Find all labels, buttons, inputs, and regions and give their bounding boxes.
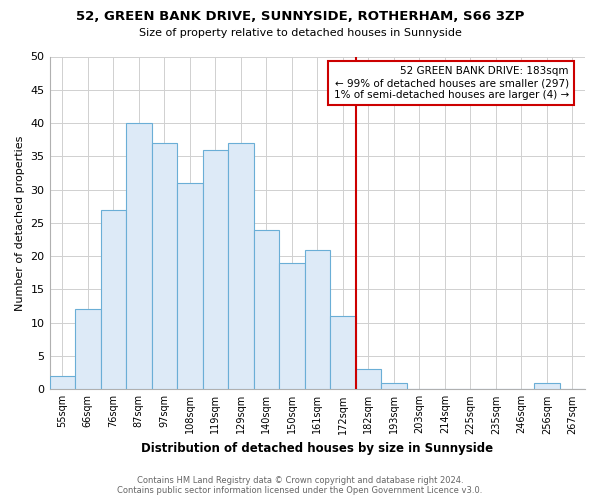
Bar bbox=[50, 376, 75, 390]
Bar bbox=[330, 316, 356, 390]
Text: Size of property relative to detached houses in Sunnyside: Size of property relative to detached ho… bbox=[139, 28, 461, 38]
Bar bbox=[279, 263, 305, 390]
Bar bbox=[152, 143, 177, 390]
Text: 52 GREEN BANK DRIVE: 183sqm
← 99% of detached houses are smaller (297)
1% of sem: 52 GREEN BANK DRIVE: 183sqm ← 99% of det… bbox=[334, 66, 569, 100]
Y-axis label: Number of detached properties: Number of detached properties bbox=[15, 135, 25, 310]
Bar bbox=[305, 250, 330, 390]
Text: 52, GREEN BANK DRIVE, SUNNYSIDE, ROTHERHAM, S66 3ZP: 52, GREEN BANK DRIVE, SUNNYSIDE, ROTHERH… bbox=[76, 10, 524, 23]
Bar bbox=[126, 123, 152, 390]
X-axis label: Distribution of detached houses by size in Sunnyside: Distribution of detached houses by size … bbox=[141, 442, 493, 455]
Bar bbox=[534, 382, 560, 390]
Text: Contains HM Land Registry data © Crown copyright and database right 2024.
Contai: Contains HM Land Registry data © Crown c… bbox=[118, 476, 482, 495]
Bar bbox=[228, 143, 254, 390]
Bar bbox=[254, 230, 279, 390]
Bar bbox=[101, 210, 126, 390]
Bar bbox=[381, 382, 407, 390]
Bar bbox=[203, 150, 228, 390]
Bar bbox=[356, 370, 381, 390]
Bar bbox=[75, 310, 101, 390]
Bar bbox=[177, 183, 203, 390]
